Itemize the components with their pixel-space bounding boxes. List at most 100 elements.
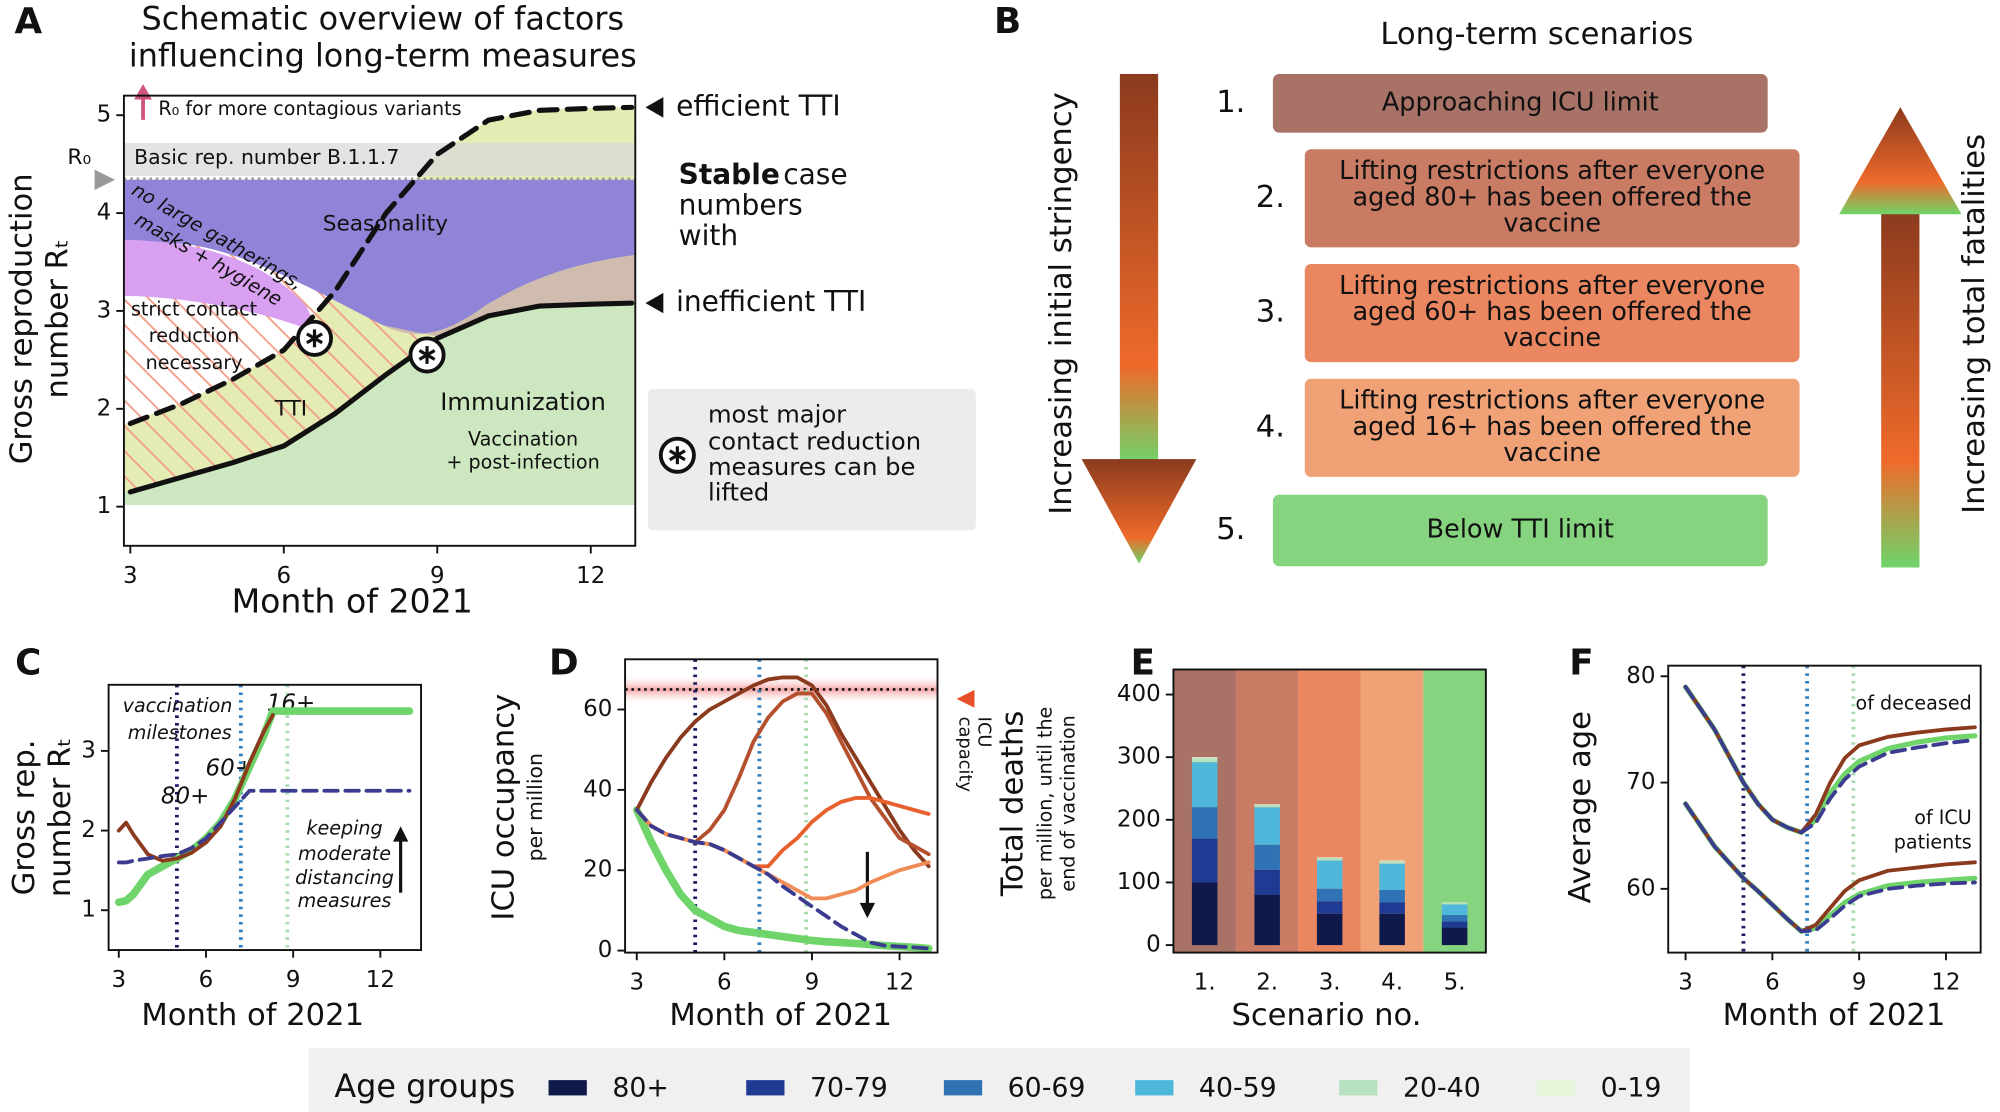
asterisk-icon <box>658 436 696 474</box>
x-tick-label: 3 <box>629 970 644 996</box>
bar-segment <box>1316 901 1343 914</box>
series-line <box>116 788 412 865</box>
scenario-box <box>1304 149 1800 248</box>
legend-label: 60-69 <box>1008 1073 1086 1104</box>
x-tick-label: 3. <box>1319 970 1341 996</box>
plot-frame <box>624 658 939 954</box>
scenario-label: Approaching ICU limit <box>1382 87 1659 117</box>
bar-segment <box>1379 913 1405 946</box>
legend-swatch <box>1536 1080 1576 1096</box>
annotation: TTI <box>274 396 307 421</box>
y-tick-label: 2 <box>81 817 96 843</box>
x-tick-label: 5. <box>1444 970 1466 996</box>
y-axis-label: Gross reproduction <box>5 173 40 464</box>
y-tick-label: 1 <box>97 493 112 519</box>
lift-point-star <box>306 332 323 345</box>
legend-label: 20-40 <box>1403 1073 1481 1104</box>
series-line <box>116 713 275 863</box>
y-tick-label: 3 <box>97 297 112 323</box>
scenario-number: 4. <box>1256 409 1285 444</box>
scenario-label: Lifting restrictions after everyone <box>1339 271 1765 301</box>
r0-label: R₀ <box>67 145 91 170</box>
capacity-label: ICU <box>973 717 994 748</box>
x-tick-label: 3 <box>111 967 126 993</box>
bar-segment <box>1316 888 1343 902</box>
y-tick-label: 60 <box>1626 875 1655 901</box>
fatalities-arrow-head <box>1839 107 1962 215</box>
annotation: Immunization <box>440 388 606 416</box>
note-text: lifted <box>708 479 769 507</box>
legend-label: 70-79 <box>810 1073 888 1104</box>
annotation: vaccination <box>123 694 233 717</box>
x-tick-label: 12 <box>1931 970 1960 996</box>
arrow-label: Increasing initial stringency <box>1044 92 1079 515</box>
panel-letter: F <box>1569 642 1593 683</box>
legend-label: 40-59 <box>1199 1073 1277 1104</box>
capacity-label: capacity <box>954 717 975 793</box>
bar-segment <box>1254 869 1280 895</box>
scenario-label: Lifting restrictions after everyone <box>1339 386 1765 416</box>
panel-letter: E <box>1131 642 1155 683</box>
legend-swatch <box>548 1080 587 1096</box>
y-axis-label: Average age <box>1563 711 1598 903</box>
arrow-label: Increasing total fatalities <box>1957 134 1992 514</box>
series-line <box>634 808 931 951</box>
bar-segment <box>1191 757 1218 759</box>
bar-segment <box>1379 902 1405 914</box>
scenario-label: vaccine <box>1503 323 1601 353</box>
arrow-head <box>392 826 409 842</box>
y-tick-label: 0 <box>1146 932 1161 958</box>
series-line <box>127 300 635 495</box>
scenario-label: aged 80+ has been offered the <box>1353 182 1752 212</box>
annotation: with <box>679 219 739 252</box>
legend-swatch <box>943 1080 983 1096</box>
legend-box <box>308 1048 1690 1112</box>
annotation: patients <box>1894 830 1972 853</box>
series-line <box>634 808 931 901</box>
bar-segment <box>1191 807 1218 839</box>
y-tick-label: 400 <box>1117 681 1161 707</box>
legend-label: 80+ <box>612 1073 669 1104</box>
annotation: reduction <box>149 324 240 347</box>
annotation: Basic rep. number B.1.1.7 <box>134 145 399 169</box>
bar-segment <box>1254 807 1280 845</box>
series-line <box>634 675 931 869</box>
x-tick-label: 6 <box>277 563 292 589</box>
annotation: + post-infection <box>446 450 599 473</box>
r0-marker <box>94 169 115 191</box>
y-tick-label: 3 <box>81 737 96 763</box>
x-axis-label: Month of 2021 <box>1723 998 1946 1033</box>
annotation: of ICU <box>1914 806 1971 829</box>
plot-frame <box>1172 668 1487 954</box>
panel-letter: B <box>994 1 1021 42</box>
y-tick-label: 4 <box>97 200 112 226</box>
annotation: R₀ for more contagious variants <box>158 97 461 120</box>
series-line <box>634 691 931 857</box>
panel-letter: C <box>15 642 41 683</box>
capacity-marker <box>956 689 975 708</box>
area-gatherings <box>123 237 320 335</box>
bar-segment <box>1191 838 1218 883</box>
series-line <box>127 104 635 427</box>
bar-segment <box>1254 844 1280 870</box>
x-tick-label: 6 <box>717 970 732 996</box>
annotation: keeping <box>306 816 382 839</box>
x-tick-label: 9 <box>286 967 301 993</box>
panel-letter: A <box>14 1 42 42</box>
note-text: contact reduction <box>708 428 921 456</box>
note-text: measures can be <box>708 453 915 481</box>
scenario-number: 3. <box>1256 295 1285 330</box>
x-tick-label: 12 <box>576 563 605 589</box>
stringency-arrow <box>1119 73 1159 463</box>
x-tick-label: 2. <box>1256 970 1278 996</box>
series-line <box>1683 685 1977 835</box>
y-tick-label: 2 <box>97 395 112 421</box>
bar-segment <box>1379 861 1405 864</box>
x-axis-label: Month of 2021 <box>232 582 473 621</box>
x-tick-label: 1. <box>1194 970 1216 996</box>
annotation: milestones <box>128 721 232 744</box>
annotation: numbers <box>679 189 803 222</box>
y-tick-label: 40 <box>583 776 612 802</box>
x-tick-label: 3 <box>123 563 138 589</box>
y-tick-label: 20 <box>583 857 612 883</box>
